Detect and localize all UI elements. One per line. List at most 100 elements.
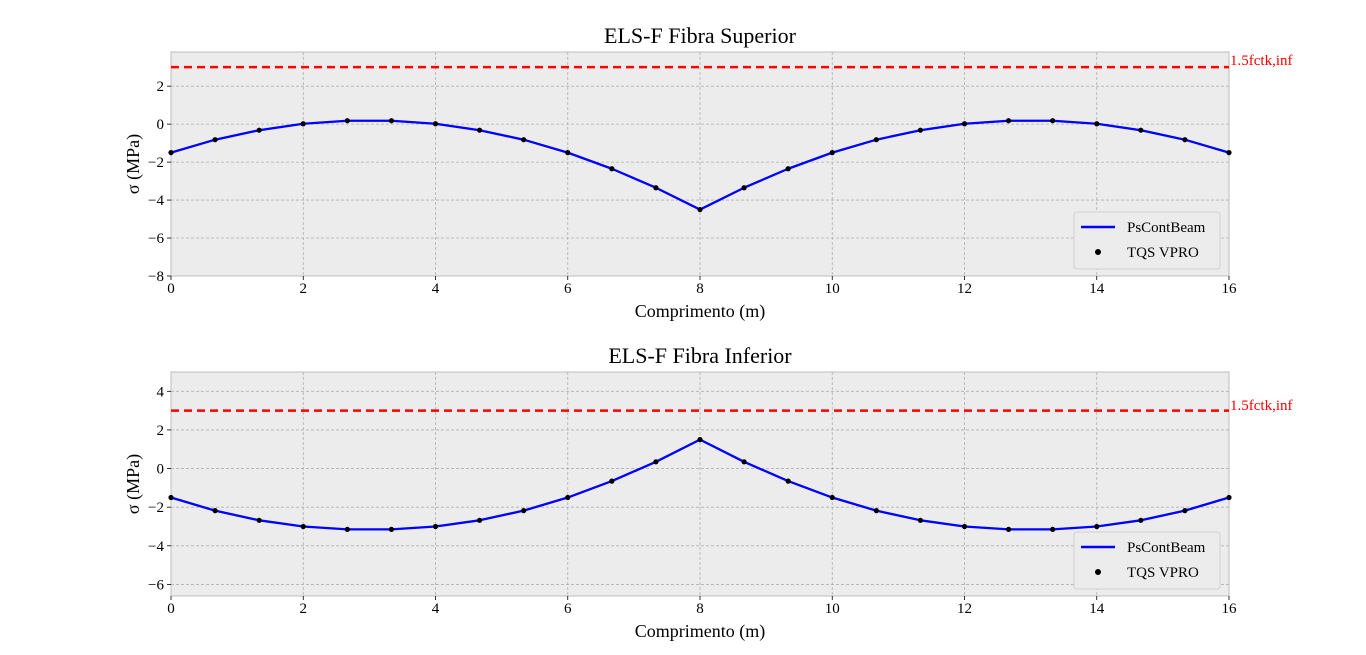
data-point-tqs-vpro xyxy=(609,478,615,484)
x-tick-label: 0 xyxy=(167,281,175,297)
x-axis-label: Comprimento (m) xyxy=(635,301,765,322)
y-tick-label: 0 xyxy=(157,117,165,133)
series-group xyxy=(168,436,1232,532)
y-axis-label: σ (MPa) xyxy=(123,134,144,194)
x-axis-ticks: 0 2 4 6 8 10 12 14 16 xyxy=(167,596,1237,617)
y-tick-label: −4 xyxy=(148,539,164,555)
data-point-tqs-vpro xyxy=(476,517,483,523)
data-point-tqs-vpro xyxy=(785,478,791,484)
data-point-tqs-vpro xyxy=(344,118,350,124)
y-tick-label: −2 xyxy=(148,500,164,516)
y-tick-label: −4 xyxy=(148,193,164,209)
data-point-tqs-vpro xyxy=(961,523,968,530)
legend: PsContBeam TQS VPRO xyxy=(1073,211,1221,270)
x-tick-label: 16 xyxy=(1222,601,1238,617)
data-point-tqs-vpro xyxy=(521,137,527,143)
chart-title: ELS-F Fibra Superior xyxy=(604,23,797,48)
data-point-tqs-vpro xyxy=(388,118,395,124)
data-point-tqs-vpro xyxy=(741,459,747,465)
y-tick-label: 4 xyxy=(157,384,165,400)
data-point-tqs-vpro xyxy=(829,150,835,156)
data-point-tqs-vpro xyxy=(829,494,835,501)
data-point-tqs-vpro xyxy=(961,121,968,127)
y-tick-label: 0 xyxy=(157,462,165,478)
data-point-tqs-vpro xyxy=(432,121,439,127)
data-point-tqs-vpro xyxy=(521,508,527,514)
data-point-tqs-vpro xyxy=(256,127,262,133)
reference-line-label: 1.5fctk,inf xyxy=(1230,398,1292,414)
x-tick-label: 14 xyxy=(1089,281,1105,297)
y-tick-label: −6 xyxy=(148,577,164,593)
x-tick-label: 8 xyxy=(696,281,704,297)
data-point-tqs-vpro xyxy=(1182,508,1188,514)
y-axis-ticks: −8 −6 −4 −2 0 2 xyxy=(148,79,171,285)
data-point-tqs-vpro xyxy=(1005,118,1012,124)
y-tick-label: −8 xyxy=(148,269,164,285)
x-tick-label: 10 xyxy=(825,281,840,297)
x-tick-label: 12 xyxy=(957,601,972,617)
y-axis-ticks: −6 −4 −2 0 2 4 xyxy=(148,384,171,593)
data-point-tqs-vpro xyxy=(873,137,879,143)
data-point-tqs-vpro xyxy=(256,517,262,523)
x-tick-label: 2 xyxy=(300,601,308,617)
x-axis-label: Comprimento (m) xyxy=(635,621,765,642)
x-tick-label: 6 xyxy=(564,281,572,297)
x-tick-label: 4 xyxy=(432,601,440,617)
legend-label-pscontbeam: PsContBeam xyxy=(1127,540,1206,556)
data-point-tqs-vpro xyxy=(1138,517,1144,523)
series-group xyxy=(168,118,1232,213)
x-tick-label: 12 xyxy=(957,281,972,297)
x-tick-label: 0 xyxy=(167,601,175,617)
x-tick-label: 10 xyxy=(825,601,840,617)
y-axis-label: σ (MPa) xyxy=(123,454,144,514)
x-tick-label: 2 xyxy=(300,281,308,297)
data-point-tqs-vpro xyxy=(697,436,703,443)
data-point-tqs-vpro xyxy=(212,508,218,514)
y-tick-label: −6 xyxy=(148,231,164,247)
data-point-tqs-vpro xyxy=(432,523,439,530)
data-point-tqs-vpro xyxy=(653,459,659,465)
data-point-tqs-vpro xyxy=(653,185,659,191)
legend-label-tqs-vpro: TQS VPRO xyxy=(1127,245,1199,261)
legend-label-tqs-vpro: TQS VPRO xyxy=(1127,565,1199,581)
data-point-tqs-vpro xyxy=(697,206,703,213)
data-point-tqs-vpro xyxy=(1138,127,1144,133)
legend: PsContBeam TQS VPRO xyxy=(1073,531,1221,590)
data-point-tqs-vpro xyxy=(785,166,791,172)
legend-point-swatch xyxy=(1095,249,1101,255)
x-tick-label: 4 xyxy=(432,281,440,297)
x-tick-label: 8 xyxy=(696,601,704,617)
data-point-tqs-vpro xyxy=(565,494,571,501)
data-point-tqs-vpro xyxy=(168,494,174,501)
grid xyxy=(171,372,1229,596)
data-point-tqs-vpro xyxy=(1005,526,1012,532)
data-point-tqs-vpro xyxy=(741,185,747,191)
data-point-tqs-vpro xyxy=(1050,118,1056,124)
reference-line-label: 1.5fctk,inf xyxy=(1230,53,1292,69)
y-tick-label: 2 xyxy=(157,79,165,95)
data-point-tqs-vpro xyxy=(1050,526,1056,532)
x-tick-label: 6 xyxy=(564,601,572,617)
legend-label-pscontbeam: PsContBeam xyxy=(1127,220,1206,236)
data-point-tqs-vpro xyxy=(1094,121,1100,127)
data-point-tqs-vpro xyxy=(1226,494,1232,501)
data-point-tqs-vpro xyxy=(917,517,924,523)
y-tick-label: −2 xyxy=(148,155,164,171)
data-point-tqs-vpro xyxy=(609,166,615,172)
data-point-tqs-vpro xyxy=(873,508,879,514)
data-point-tqs-vpro xyxy=(917,127,924,133)
data-point-tqs-vpro xyxy=(212,137,218,143)
chart-title: ELS-F Fibra Inferior xyxy=(608,343,792,368)
data-point-tqs-vpro xyxy=(565,150,571,156)
legend-point-swatch xyxy=(1095,569,1101,575)
x-axis-ticks: 0 2 4 6 8 10 12 14 16 xyxy=(167,276,1237,297)
data-point-tqs-vpro xyxy=(300,121,306,127)
data-point-tqs-vpro xyxy=(1094,523,1100,530)
x-tick-label: 14 xyxy=(1089,601,1105,617)
chart-fibra-inferior: ELS-F Fibra Inferior 0 2 4 6 8 10 12 14 16 −6 −4 −… xyxy=(123,343,1292,642)
chart-fibra-superior: ELS-F Fibra Superior 0 2 4 6 8 10 12 14 16 −8−6−… xyxy=(123,23,1292,322)
data-point-tqs-vpro xyxy=(300,523,306,530)
data-point-tqs-vpro xyxy=(168,150,174,156)
data-point-tqs-vpro xyxy=(388,526,395,532)
